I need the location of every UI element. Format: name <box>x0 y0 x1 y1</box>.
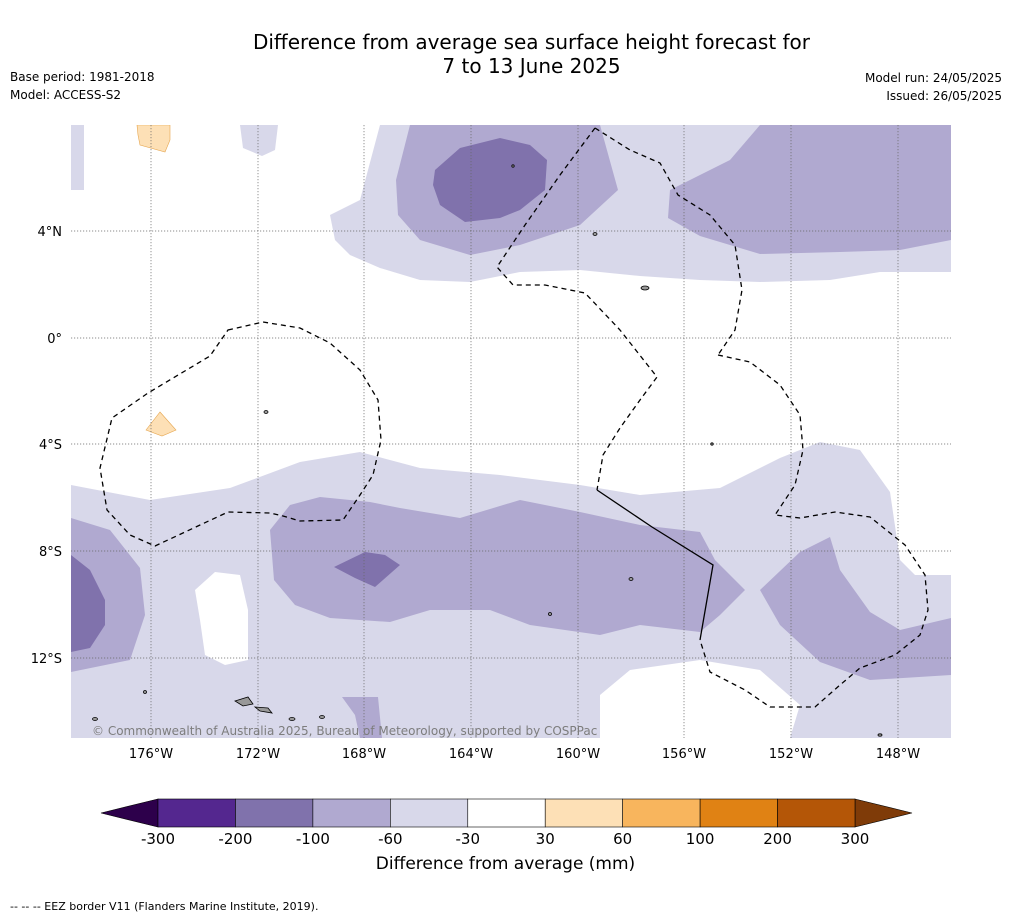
colorbar-tick-3: -60 <box>378 830 403 848</box>
island-samoa-2 <box>253 706 273 714</box>
title-line-2: 7 to 13 June 2025 <box>442 54 621 78</box>
island-atoll-9 <box>548 612 552 616</box>
lat-label-12S: 12°S <box>31 652 62 667</box>
island-atoll-11 <box>710 442 714 446</box>
colorbar-bin-4 <box>467 798 546 828</box>
colorbar-tick-7: 100 <box>686 830 715 848</box>
lon-label-172W: 172°W <box>236 747 280 762</box>
colorbar-label: Difference from average (mm) <box>375 854 636 874</box>
eez-border-west <box>99 321 382 547</box>
colorbar-tick-5: 30 <box>536 830 555 848</box>
colorbar-tick-6: 60 <box>613 830 632 848</box>
lat-label-8S: 8°S <box>39 545 62 560</box>
positive-anomaly-south <box>145 411 177 437</box>
lat-label-4N: 4°N <box>38 225 63 240</box>
island-atoll-1 <box>640 285 650 291</box>
anomaly-gap-south <box>195 572 800 738</box>
colorbar: -300 -200 -100 -60 -30 30 60 100 200 300 <box>100 798 913 848</box>
colorbar-bin-7 <box>699 798 778 828</box>
lat-labels: 4°N 0° 4°S 8°S 12°S <box>31 225 62 667</box>
anomaly-core-south-mid <box>334 552 400 587</box>
anomaly-region-south-mid <box>71 497 951 738</box>
eez-footnote: -- -- -- EEZ border V11 (Flanders Marine… <box>10 900 319 913</box>
islands <box>92 164 883 737</box>
colorbar-bin-8 <box>777 798 856 828</box>
meta-left: Base period: 1981-2018 Model: ACCESS-S2 <box>10 68 155 104</box>
colorbar-tick-0: -300 <box>141 830 175 848</box>
positive-anomaly-north <box>136 125 171 153</box>
model-name: Model: ACCESS-S2 <box>10 88 122 102</box>
island-atoll-10 <box>511 164 515 168</box>
colorbar-bin-0 <box>157 798 236 828</box>
island-atoll-6 <box>92 717 98 721</box>
island-atoll-2 <box>592 232 598 236</box>
island-atoll-4 <box>263 410 269 414</box>
colorbar-tick-9: 300 <box>841 830 870 848</box>
island-samoa-1 <box>234 696 254 707</box>
colorbar-bin-6 <box>622 798 701 828</box>
lon-labels: 176°W 172°W 168°W 164°W 160°W 156°W 152°… <box>129 747 920 762</box>
copyright-notice: © Commonwealth of Australia 2025, Bureau… <box>92 724 598 738</box>
base-period: Base period: 1981-2018 <box>10 70 155 84</box>
lat-label-0: 0° <box>47 332 62 347</box>
island-atoll-8 <box>319 715 325 719</box>
gridlines <box>71 125 951 738</box>
lon-label-168W: 168°W <box>342 747 386 762</box>
anomaly-core-north <box>433 138 547 222</box>
colorbar-tick-1: -200 <box>218 830 252 848</box>
lon-label-156W: 156°W <box>662 747 706 762</box>
island-atoll-3 <box>628 577 634 581</box>
issued-date: Issued: 26/05/2025 <box>886 89 1002 103</box>
eez-border-central <box>496 127 658 491</box>
title-line-1: Difference from average sea surface heig… <box>252 30 811 54</box>
colorbar-tick-8: 200 <box>763 830 792 848</box>
lat-label-4S: 4°S <box>39 438 62 453</box>
lon-label-152W: 152°W <box>769 747 813 762</box>
colorbar-over-arrow <box>854 798 913 828</box>
contour-fills <box>71 125 951 738</box>
island-atoll-12 <box>877 733 883 737</box>
lon-label-160W: 160°W <box>556 747 600 762</box>
lon-label-148W: 148°W <box>876 747 920 762</box>
anomaly-core-south-west <box>71 555 105 652</box>
lon-label-164W: 164°W <box>449 747 493 762</box>
colorbar-bin-3 <box>390 798 469 828</box>
colorbar-bin-2 <box>312 798 391 828</box>
island-atoll-5 <box>143 690 147 694</box>
map-title: Difference from average sea surface heig… <box>0 30 1011 78</box>
colorbar-bin-5 <box>544 798 623 828</box>
eez-border-north <box>594 127 743 356</box>
colorbar-bin-1 <box>235 798 314 828</box>
colorbar-tick-4: -30 <box>456 830 481 848</box>
colorbar-tick-2: -100 <box>296 830 330 848</box>
island-atoll-7 <box>288 717 296 721</box>
model-run: Model run: 24/05/2025 <box>864 71 1002 85</box>
eez-borders <box>99 127 929 708</box>
eez-border-east <box>699 354 929 708</box>
meta-right: Model run: 24/05/2025 Issued: 26/05/2025 <box>865 69 1002 105</box>
colorbar-under-arrow <box>100 798 159 828</box>
lon-label-176W: 176°W <box>129 747 173 762</box>
maritime-boundary-solid <box>596 489 714 641</box>
